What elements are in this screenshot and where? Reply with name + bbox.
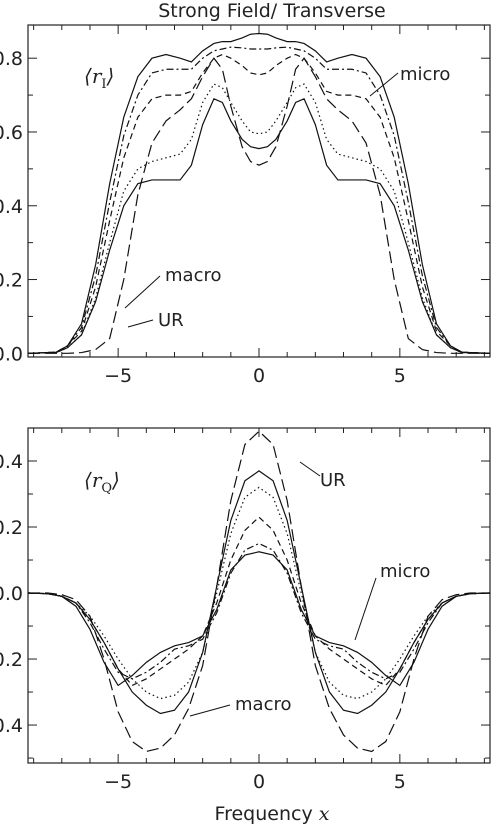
x-axis-label: Frequency x (215, 803, 330, 825)
x-tick-label: 5 (394, 365, 406, 387)
y-tick-label: 0.6 (0, 122, 23, 144)
annotation-macro-top: macro (165, 265, 221, 286)
micro-leader-top (369, 72, 399, 97)
macro-leader-top (124, 275, 161, 309)
figure-title: Strong Field/ Transverse (158, 0, 386, 22)
x-tick-label: 0 (253, 771, 265, 793)
series-line-6 (28, 430, 490, 753)
ur-leader-top (127, 319, 154, 328)
panel-label-ri: ⟨rI⟩ (84, 64, 114, 92)
y-tick-label: −0.2 (0, 649, 23, 671)
annotations-bottom: UR micro macro (189, 461, 430, 717)
series-line-3 (27, 53, 491, 354)
y-tick-label: 0.0 (0, 583, 23, 605)
series-line-5 (27, 470, 491, 715)
annotation-ur-bottom: UR (320, 470, 346, 491)
panel-label-rq: ⟨rQ⟩ (84, 468, 120, 496)
series-line-1 (27, 551, 491, 687)
series-line-6 (28, 57, 490, 354)
y-tick-label: 0.8 (0, 48, 23, 70)
annotation-micro-top: micro (400, 64, 450, 85)
annotation-micro-bottom: micro (380, 561, 430, 582)
series-line-4 (27, 83, 491, 354)
x-tick-label: 5 (394, 771, 406, 793)
annotation-macro-bottom: macro (235, 694, 291, 715)
panel-rq: −5 0 5 −0.4 −0.2 0.0 0.2 0.4 UR micro macro ⟨rQ… (0, 427, 491, 793)
series-line-1 (27, 32, 491, 354)
series-line-4 (27, 486, 491, 700)
micro-leader-bottom (354, 577, 377, 641)
macro-leader-bottom (189, 704, 231, 717)
y-tick-label: 0.2 (0, 517, 23, 539)
annotations-top: micro macro UR (124, 64, 450, 331)
y-tick-label: 0.2 (0, 270, 23, 292)
annotation-ur-top: UR (158, 310, 184, 331)
y-tick-label: 0.4 (0, 196, 23, 218)
y-tick-label: −0.4 (0, 715, 23, 737)
x-tick-label: −5 (104, 365, 132, 387)
panel-ri: −5 0 5 0.0 0.2 0.4 0.6 0.8 micro macro UR ⟨rI⟩ (0, 24, 491, 387)
series-line-3 (27, 516, 491, 687)
ur-leader-bottom (299, 461, 321, 477)
y-tick-label: 0.0 (0, 343, 23, 365)
series-line-2 (27, 46, 491, 354)
x-tick-label: −5 (104, 771, 132, 793)
x-tick-label: 0 (253, 365, 265, 387)
series-line-2 (27, 542, 491, 680)
series-line-5 (27, 97, 491, 354)
y-tick-label: 0.4 (0, 451, 23, 473)
